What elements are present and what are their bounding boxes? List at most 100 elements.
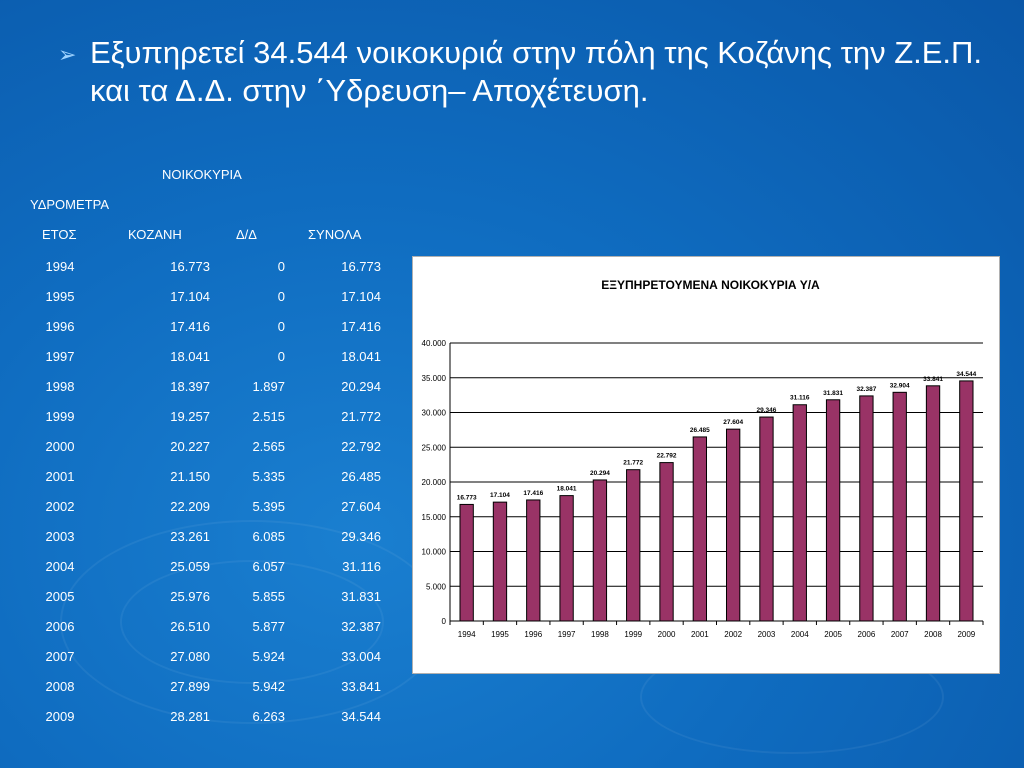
dd-cell: 5.395 <box>252 498 285 514</box>
y-tick-label: 15.000 <box>422 513 447 522</box>
table-row: 1997 18.041 0 18.041 <box>20 341 381 371</box>
year-cell: 1996 <box>45 318 75 334</box>
bar <box>892 391 907 622</box>
x-tick-label: 2001 <box>691 630 709 639</box>
total-cell: 31.116 <box>342 558 381 574</box>
x-tick-label: 1994 <box>458 630 476 639</box>
kozani-cell: 27.899 <box>170 678 210 694</box>
total-cell: 29.346 <box>341 528 381 544</box>
total-cell: 34.544 <box>341 708 381 724</box>
year-cell: 2007 <box>45 648 75 664</box>
bar <box>592 479 608 622</box>
kozani-cell: 19.257 <box>170 408 210 424</box>
dd-cell: 5.877 <box>252 618 285 634</box>
table-row: 1999 19.257 2.515 21.772 <box>20 401 381 431</box>
x-tick-label: 1995 <box>491 630 509 639</box>
bar-value-label: 27.604 <box>723 419 743 426</box>
bar-value-label: 31.831 <box>823 390 843 397</box>
y-tick-label: 35.000 <box>422 374 447 383</box>
dd-cell: 5.855 <box>252 588 285 604</box>
bar <box>725 428 741 622</box>
bar-chart: ΕΞΥΠΗΡΕΤΟΥΜΕΝΑ ΝΟΙΚΟΚΥΡΙΑ Υ/Α 0 5.000 10.00… <box>422 278 984 639</box>
y-tick-label: 0 <box>442 617 447 626</box>
y-tick-label: 20.000 <box>422 478 447 487</box>
bar <box>459 503 474 622</box>
year-cell: 1999 <box>45 408 75 424</box>
x-tick-label: 1999 <box>624 630 642 639</box>
kozani-cell: 26.510 <box>170 618 210 634</box>
dd-cell: 0 <box>277 258 285 274</box>
total-cell: 22.792 <box>341 438 381 454</box>
bar-value-label: 32.387 <box>856 386 876 393</box>
year-cell: 2006 <box>45 618 75 634</box>
kozani-cell: 25.059 <box>170 558 210 574</box>
chart-panel: ΕΞΥΠΗΡΕΤΟΥΜΕΝΑ ΝΟΙΚΟΚΥΡΙΑ Υ/Α 0 5.000 10.00… <box>412 256 1000 674</box>
year-cell: 1998 <box>45 378 75 394</box>
bar-value-label: 17.104 <box>490 492 510 499</box>
dd-cell: 6.057 <box>252 558 285 574</box>
year-cell: 1994 <box>45 258 75 274</box>
slide-headline: ➢ Εξυπηρετεί 34.544 νοικοκυριά στην πόλη… <box>58 34 1010 110</box>
headline-text: Εξυπηρετεί 34.544 νοικοκυριά στην πόλη τ… <box>90 35 983 108</box>
table-row: 1998 18.397 1.897 20.294 <box>20 371 381 401</box>
bar <box>559 495 574 622</box>
bar-value-label: 32.904 <box>890 382 910 389</box>
dd-cell: 6.263 <box>252 708 285 724</box>
bar <box>492 501 508 622</box>
total-cell: 18.041 <box>341 348 381 364</box>
bar <box>626 469 641 622</box>
bar-value-label: 16.773 <box>457 494 477 501</box>
kozani-cell: 16.773 <box>170 258 210 274</box>
bar <box>959 380 974 622</box>
kozani-cell: 17.104 <box>170 288 210 304</box>
kozani-cell: 23.261 <box>170 528 210 544</box>
bar <box>792 404 807 622</box>
kozani-cell: 17.416 <box>170 318 210 334</box>
total-cell: 27.604 <box>341 498 381 514</box>
bar <box>692 436 708 622</box>
year-cell: 1997 <box>45 348 75 364</box>
y-tick-label: 10.000 <box>422 548 447 557</box>
table-row: 1996 17.416 0 17.416 <box>20 311 381 341</box>
total-cell: 33.004 <box>341 648 381 664</box>
table-row: 2005 25.976 5.855 31.831 <box>20 581 381 611</box>
bar <box>759 416 774 622</box>
y-tick-label: 30.000 <box>422 409 447 418</box>
x-tick-label: 2005 <box>824 630 842 639</box>
year-cell: 2009 <box>45 708 75 724</box>
kozani-cell: 18.397 <box>170 378 210 394</box>
table-row: 2003 23.261 6.085 29.346 <box>20 521 381 551</box>
col-header-year: ΕΤΟΣ <box>42 227 77 242</box>
col-header-dd: Δ/Δ <box>236 227 257 242</box>
total-cell: 33.841 <box>341 678 381 694</box>
bar <box>925 385 941 622</box>
x-tick-label: 2000 <box>658 630 676 639</box>
year-cell: 2000 <box>45 438 75 454</box>
table-sub-header: ΥΔΡΟΜΕΤΡΑ <box>30 197 109 212</box>
bar <box>526 499 541 622</box>
year-cell: 2003 <box>45 528 75 544</box>
bar <box>859 395 874 622</box>
dd-cell: 5.924 <box>252 648 285 664</box>
arrow-bullet-icon: ➢ <box>58 42 77 67</box>
x-tick-label: 2004 <box>791 630 809 639</box>
total-cell: 17.104 <box>341 288 381 304</box>
kozani-cell: 18.041 <box>170 348 210 364</box>
table-row: 2000 20.227 2.565 22.792 <box>20 431 381 461</box>
bar-value-label: 26.485 <box>690 427 710 434</box>
bar-value-label: 31.116 <box>790 395 810 402</box>
y-tick-label: 5.000 <box>426 582 447 591</box>
kozani-cell: 21.150 <box>170 468 210 484</box>
table-row: 1995 17.104 0 17.104 <box>20 281 381 311</box>
dd-cell: 5.335 <box>252 468 285 484</box>
dd-cell: 0 <box>277 288 285 304</box>
total-cell: 16.773 <box>341 258 381 274</box>
dd-cell: 1.897 <box>252 378 285 394</box>
year-cell: 2001 <box>45 468 75 484</box>
bar-value-label: 20.294 <box>590 470 610 477</box>
bar-value-label: 21.772 <box>623 460 643 467</box>
bar-value-label: 33.841 <box>923 376 943 383</box>
dd-cell: 6.085 <box>252 528 285 544</box>
bar <box>659 462 674 622</box>
kozani-cell: 20.227 <box>170 438 210 454</box>
